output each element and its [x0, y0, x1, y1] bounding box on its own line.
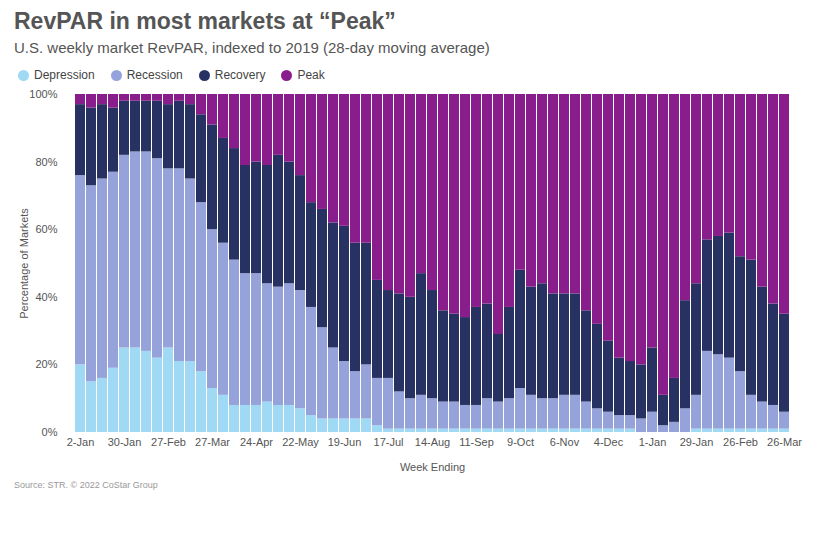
svg-text:1-Jan: 1-Jan [639, 436, 667, 448]
svg-text:80%: 80% [35, 156, 57, 168]
html-text:RevPAR in most markets at “Pea: RevPAR in most markets at “Peak” [14, 8, 396, 34]
svg-text:Percentage of Markets: Percentage of Markets [18, 208, 30, 319]
html-text:Peak: Peak [297, 68, 325, 82]
svg-text:40%: 40% [35, 291, 57, 303]
svg-text:14-Aug: 14-Aug [415, 436, 450, 448]
svg-text:29-Jan: 29-Jan [680, 436, 714, 448]
svg-text:60%: 60% [35, 223, 57, 235]
svg-text:9-Oct: 9-Oct [507, 436, 534, 448]
svg-text:2-Jan: 2-Jan [67, 436, 95, 448]
html-text:U.S. weekly market RevPAR, ind: U.S. weekly market RevPAR, indexed to 20… [14, 39, 490, 56]
html-text:Source: STR. © 2022 CoStar Gro: Source: STR. © 2022 CoStar Group [14, 480, 158, 490]
svg-text:19-Jun: 19-Jun [328, 436, 362, 448]
svg-text:6-Nov: 6-Nov [550, 436, 580, 448]
svg-text:4-Dec: 4-Dec [594, 436, 624, 448]
svg-text:30-Jan: 30-Jan [108, 436, 142, 448]
svg-text:27-Feb: 27-Feb [151, 436, 186, 448]
svg-text:11-Sep: 11-Sep [459, 436, 494, 448]
html-text:Depression: Depression [34, 68, 95, 82]
svg-text:26-Mar: 26-Mar [767, 436, 802, 448]
svg-text:100%: 100% [29, 88, 57, 100]
html-text:Recession: Recession [126, 68, 183, 82]
html-text:Recovery: Recovery [214, 68, 266, 82]
svg-text:26-Feb: 26-Feb [723, 436, 758, 448]
svg-text:17-Jul: 17-Jul [374, 436, 404, 448]
svg-text:Week Ending: Week Ending [400, 461, 465, 473]
svg-text:27-Mar: 27-Mar [195, 436, 230, 448]
svg-text:22-May: 22-May [282, 436, 319, 448]
svg-text:20%: 20% [35, 358, 57, 370]
svg-text:0%: 0% [42, 426, 58, 438]
svg-text:24-Apr: 24-Apr [240, 436, 273, 448]
